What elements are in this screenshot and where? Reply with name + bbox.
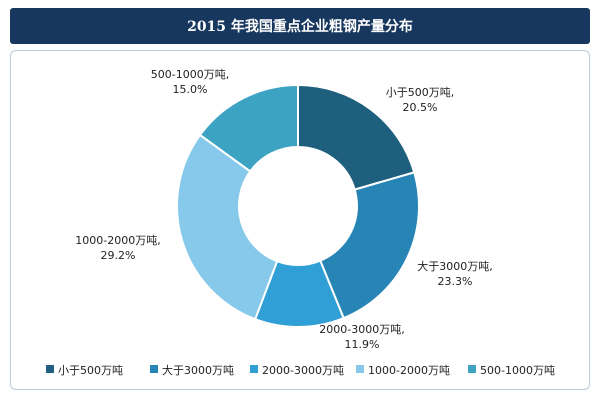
legend: 小于500万吨 大于3000万吨 2000-3000万吨 1000-2000万吨 500… — [46, 363, 555, 377]
legend-swatch-4 — [468, 365, 476, 373]
slice-label-category-1: 大于3000万吨, — [417, 259, 493, 273]
legend-swatch-1 — [150, 365, 158, 373]
legend-label-1: 大于3000万吨 — [162, 363, 234, 377]
slices-group — [176, 83, 420, 328]
legend-swatch-3 — [356, 365, 364, 373]
labels-group: 小于500万吨, 20.5% 大于3000万吨, 23.3% 2000-3000万吨, 1… — [75, 68, 492, 351]
slice-label-category-0: 小于500万吨, — [386, 86, 455, 99]
chart-title: 2015 年我国重点企业粗钢产量分布 — [10, 8, 590, 44]
legend-label-0: 小于500万吨 — [58, 364, 123, 377]
legend-swatch-2 — [250, 365, 258, 373]
legend-label-4: 500-1000万吨 — [480, 364, 555, 377]
slice-4 — [198, 83, 299, 173]
slice-label-value-1: 23.3% — [438, 275, 473, 288]
slice-label-value-3: 29.2% — [101, 249, 136, 262]
slice-label-value-0: 20.5% — [403, 101, 438, 114]
slice-0 — [297, 83, 416, 191]
legend-label-2: 2000-3000万吨 — [262, 364, 344, 377]
slice-label-category-2: 2000-3000万吨, — [319, 323, 404, 336]
slice-label-category-3: 1000-2000万吨, — [75, 234, 160, 247]
legend-swatch-0 — [46, 365, 54, 373]
slice-3 — [176, 133, 279, 321]
slice-1 — [318, 171, 420, 320]
slice-label-category-4: 500-1000万吨, — [151, 68, 229, 81]
slice-label-value-4: 15.0% — [173, 83, 208, 96]
slice-label-value-2: 11.9% — [345, 338, 380, 351]
legend-label-3: 1000-2000万吨 — [368, 364, 450, 377]
